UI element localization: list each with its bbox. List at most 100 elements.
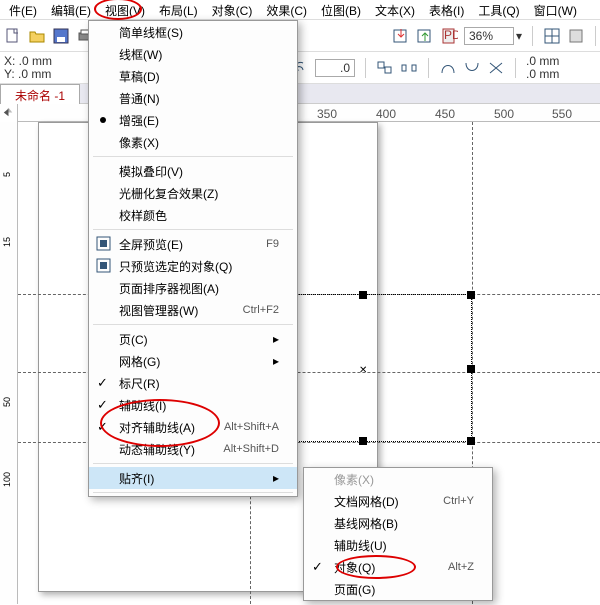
view-menu-item-7[interactable]: 模拟叠印(V) <box>89 160 297 182</box>
curve3-icon[interactable] <box>487 59 505 77</box>
menu-edit[interactable]: 编辑(E) <box>44 0 98 19</box>
ruler-tick: 350 <box>317 107 337 121</box>
view-menu-item-16[interactable]: 页(C) ▸ <box>89 328 297 350</box>
menu-item-label: 像素(X) <box>119 134 159 151</box>
view-menu-item-5[interactable]: 像素(X) <box>89 131 297 153</box>
menu-item-label: 页面排序器视图(A) <box>119 280 219 297</box>
view-menu-item-17[interactable]: 网格(G)▸ <box>89 350 297 372</box>
menu-item-label: 页面(G) <box>334 581 375 598</box>
svg-text:PDF: PDF <box>444 28 458 42</box>
menu-window[interactable]: 窗口(W) <box>527 0 584 19</box>
handle-ne[interactable] <box>467 291 475 299</box>
menu-item-label: 模拟叠印(V) <box>119 163 183 180</box>
menu-item-label: 视图管理器(W) <box>119 302 198 319</box>
menu-item-label: 线框(W) <box>119 46 162 63</box>
ruler-tick: 5 <box>2 172 12 177</box>
menu-item-label: 页(C) <box>119 331 148 348</box>
view-menu-item-11[interactable]: 全屏预览(E)F9 <box>89 233 297 255</box>
check-icon: ✓ <box>97 375 108 391</box>
view-menu-item-18[interactable]: ✓标尺(R) <box>89 372 297 394</box>
menu-item-label: 辅助线(U) <box>334 537 387 554</box>
pdf-icon[interactable]: PDF <box>440 27 458 45</box>
bullet-icon <box>100 117 106 123</box>
menu-layout[interactable]: 布局(L) <box>152 0 205 19</box>
handle-e[interactable] <box>467 365 475 373</box>
menu-text[interactable]: 文本(X) <box>368 0 422 19</box>
menu-item-label: 网格(G) <box>119 353 160 370</box>
view-menu-item-1[interactable]: 线框(W) <box>89 43 297 65</box>
menu-item-label: 草稿(D) <box>119 68 160 85</box>
open-icon[interactable] <box>28 27 46 45</box>
snap-menu-item-5[interactable]: 页面(G) <box>304 578 492 600</box>
options-icon[interactable] <box>567 27 585 45</box>
view-menu-item-3[interactable]: 普通(N) <box>89 87 297 109</box>
view-menu-item-23[interactable]: 贴齐(I) ▸ <box>89 467 297 489</box>
snap-menu-item-4[interactable]: ✓对象(Q)Alt+Z <box>304 556 492 578</box>
snap-menu-item-2[interactable]: 基线网格(B) <box>304 512 492 534</box>
zoom-combo[interactable]: 36% <box>464 27 514 45</box>
view-menu: 简单线框(S) 线框(W) 草稿(D) 普通(N) 增强(E) 像素(X) 模拟叠印(V) 光… <box>88 20 298 497</box>
menu-effect[interactable]: 效果(C) <box>259 0 314 19</box>
ruler-tick: 400 <box>376 107 396 121</box>
shortcut-label: Ctrl+Y <box>443 495 474 507</box>
ruler-tick: 50 <box>2 397 12 407</box>
doc-tab-1[interactable]: 未命名 -1 <box>0 84 80 106</box>
menu-file[interactable]: 件(E) <box>2 0 44 19</box>
shortcut-label: Ctrl+F2 <box>243 304 279 316</box>
curve1-icon[interactable] <box>439 59 457 77</box>
view-menu-item-9[interactable]: 校样颜色 <box>89 204 297 226</box>
view-menu-item-21[interactable]: 动态辅助线(Y)Alt+Shift+D <box>89 438 297 460</box>
menu-item-label: 动态辅助线(Y) <box>119 441 195 458</box>
menu-item-label: 对象(Q) <box>334 559 375 576</box>
ruler-corner[interactable] <box>0 104 18 122</box>
view-menu-item-8[interactable]: 光栅化复合效果(Z) <box>89 182 297 204</box>
menu-item-label: 简单线框(S) <box>119 24 183 41</box>
menu-item-label: 贴齐(I) <box>119 470 154 487</box>
menu-tools[interactable]: 工具(Q) <box>471 0 526 19</box>
view-menu-item-0[interactable]: 简单线框(S) <box>89 21 297 43</box>
view-menu-item-20[interactable]: ✓对齐辅助线(A)Alt+Shift+A <box>89 416 297 438</box>
menu-item-label: 普通(N) <box>119 90 160 107</box>
view-menu-item-13[interactable]: 页面排序器视图(A) <box>89 277 297 299</box>
menu-bitmap[interactable]: 位图(B) <box>314 0 368 19</box>
shortcut-label: Alt+Shift+A <box>224 421 279 433</box>
view-menu-item-19[interactable]: ✓辅助线(I) <box>89 394 297 416</box>
unit-h: .0 mm <box>526 68 600 81</box>
menu-view[interactable]: 视图(V) <box>98 0 152 19</box>
ruler-vertical: 5 15 50 100 <box>0 122 18 604</box>
import-icon[interactable] <box>392 27 410 45</box>
coords-readout: X: .0 mm Y: .0 mm <box>4 55 78 81</box>
menu-item-label: 基线网格(B) <box>334 515 398 532</box>
view-menu-item-2[interactable]: 草稿(D) <box>89 65 297 87</box>
handle-s[interactable] <box>359 437 367 445</box>
full-icon <box>96 236 111 251</box>
curve2-icon[interactable] <box>463 59 481 77</box>
num-input[interactable]: .0 <box>315 59 355 77</box>
snap-icon[interactable] <box>543 27 561 45</box>
menu-table[interactable]: 表格(I) <box>422 0 471 19</box>
distribute-icon[interactable] <box>400 59 418 77</box>
submenu-arrow-icon: ▸ <box>273 332 279 346</box>
snap-menu-item-0[interactable]: 像素(X) <box>304 468 492 490</box>
snap-menu-item-3[interactable]: 辅助线(U) <box>304 534 492 556</box>
menubar: 件(E) 编辑(E) 视图(V) 布局(L) 对象(C) 效果(C) 位图(B)… <box>0 0 600 20</box>
menu-item-label: 辅助线(I) <box>119 397 166 414</box>
save-icon[interactable] <box>52 27 70 45</box>
align-icon[interactable] <box>376 59 394 77</box>
ruler-tick: 450 <box>435 107 455 121</box>
check-icon: ✓ <box>312 559 323 575</box>
export-icon[interactable] <box>416 27 434 45</box>
snap-menu-item-1[interactable]: 文档网格(D)Ctrl+Y <box>304 490 492 512</box>
ruler-tick: 500 <box>494 107 514 121</box>
submenu-arrow-icon: ▸ <box>273 471 279 485</box>
handle-n[interactable] <box>359 291 367 299</box>
view-menu-item-14[interactable]: 视图管理器(W) Ctrl+F2 <box>89 299 297 321</box>
view-menu-item-12[interactable]: 只预览选定的对象(Q) <box>89 255 297 277</box>
coord-y: Y: .0 mm <box>4 68 78 81</box>
menu-object[interactable]: 对象(C) <box>205 0 260 19</box>
coord-x: X: .0 mm <box>4 55 78 68</box>
handle-se[interactable] <box>467 437 475 445</box>
new-doc-icon[interactable] <box>4 27 22 45</box>
view-menu-item-4[interactable]: 增强(E) <box>89 109 297 131</box>
sel-icon <box>96 258 111 273</box>
